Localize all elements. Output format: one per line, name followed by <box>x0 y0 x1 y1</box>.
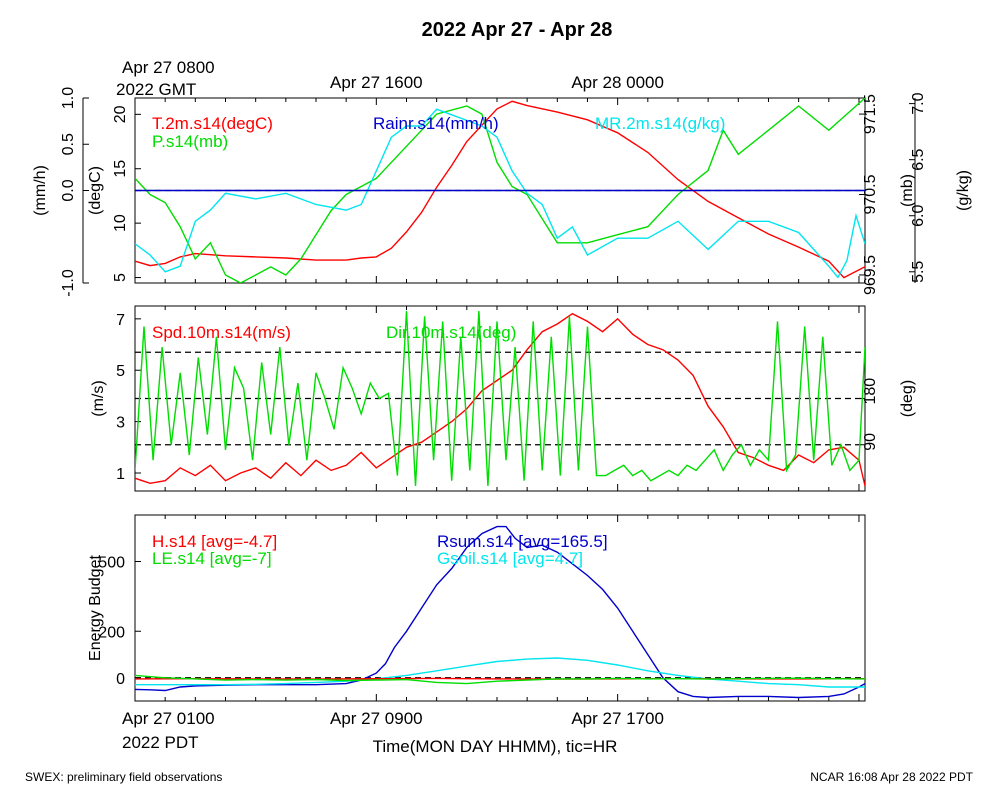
y-axis-title-top-left_outer: (mm/h) <box>32 165 49 216</box>
y-tick-label-bottom-left: 200 <box>98 624 125 641</box>
series-line-p-s14-mb- <box>135 98 865 283</box>
y-tick-label-top-right_outer: 6.0 <box>910 205 927 227</box>
y-tick-label-bottom-left: 500 <box>98 555 125 572</box>
y-tick-label-top-right_inner: 969.5 <box>862 255 879 295</box>
y-tick-label-middle-left: 5 <box>116 363 125 380</box>
bottom-axis-tick-sublabel: 2022 PDT <box>122 733 199 752</box>
y-tick-label-top-right_outer: 6.5 <box>910 148 927 170</box>
legend-entry-top-2: Rainr.s14(mm/h) <box>373 114 499 133</box>
series-line-gsoil-s14 <box>135 657 865 688</box>
panel-frame-bottom <box>134 514 866 702</box>
footer-right: NCAR 16:08 Apr 28 2022 PDT <box>810 770 973 784</box>
y-tick-label-top-left_outer: -1.0 <box>60 269 77 297</box>
top-axis-tick-label: Apr 27 0800 <box>122 58 215 77</box>
bottom-time-axis: Apr 27 0100 2022 PDT Apr 27 0900 Apr 27 170… <box>122 709 664 752</box>
legend-entry-top-1: P.s14(mb) <box>152 132 228 151</box>
y-axis-title-top-left_inner: (degC) <box>87 166 104 215</box>
y-tick-label-top-left_outer: 1.0 <box>60 87 77 109</box>
legend-entry-bottom-3: Gsoil.s14 [avg=4.7] <box>437 549 583 568</box>
y-tick-label-top-right_outer: 7.0 <box>910 92 927 114</box>
y-tick-label-top-left_inner: 5 <box>112 273 129 282</box>
legend-entry-bottom-0: H.s14 [avg=-4.7] <box>152 532 277 551</box>
series-line-dir-10m-s14-deg- <box>135 311 865 486</box>
y-tick-label-bottom-left: 0 <box>116 671 125 688</box>
y-axis-title-bottom-left: Energy Budget <box>87 555 104 661</box>
legend-entry-middle-0: Spd.10m.s14(m/s) <box>152 323 291 342</box>
legend-entry-bottom-1: LE.s14 [avg=-7] <box>152 549 272 568</box>
legend-entry-middle-1: Dir.10m.s14(deg) <box>386 323 516 342</box>
y-axis-title-middle-left: (m/s) <box>90 380 107 416</box>
y-tick-label-middle-right: 180 <box>862 378 879 405</box>
series-line-le-s14 <box>135 674 865 685</box>
bottom-axis-tick-label: Apr 27 1700 <box>571 709 664 728</box>
y-tick-label-top-right_inner: 971.5 <box>862 94 879 134</box>
y-axis-title-middle-right: (deg) <box>899 380 916 417</box>
y-tick-label-top-left_inner: 20 <box>112 105 129 123</box>
top-axis-tick-sublabel: 2022 GMT <box>116 80 196 99</box>
y-tick-label-top-right_outer: 5.5 <box>910 261 927 283</box>
legend-entry-top-3: MR.2m.s14(g/kg) <box>595 114 725 133</box>
series-group-top <box>135 98 865 283</box>
y-tick-label-top-right_inner: 970.5 <box>862 174 879 214</box>
series-line-mr-2m-s14-g-kg- <box>135 108 865 279</box>
y-tick-label-top-left_inner: 10 <box>112 214 129 232</box>
y-tick-label-middle-right: 90 <box>862 433 879 451</box>
y-tick-label-middle-left: 1 <box>116 466 125 483</box>
y-tick-label-top-left_outer: 0.5 <box>60 133 77 155</box>
y-axis-title-top-right_outer: (g/kg) <box>955 170 972 211</box>
series-group-middle <box>135 311 865 487</box>
top-axis-tick-label: Apr 27 1600 <box>330 73 423 92</box>
top-axis-tick-label: Apr 28 0000 <box>571 73 664 92</box>
y-tick-label-top-left_inner: 15 <box>112 160 129 178</box>
series-line-t-2m-s14-degc- <box>135 100 865 279</box>
bottom-axis-tick-label: Apr 27 0100 <box>122 709 215 728</box>
series-line-rsum-s14 <box>135 525 865 699</box>
bottom-axis-tick-label: Apr 27 0900 <box>330 709 423 728</box>
panel-middle-wind: 1 3 5 7 (m/s) 90 180 (deg) Spd.10m.s14(m/s) Dir.1… <box>90 305 916 492</box>
y-axis-title-top-right_inner: (mb) <box>899 174 916 207</box>
legend-entry-bottom-2: Rsum.s14 [avg=165.5] <box>437 532 608 551</box>
y-tick-label-top-left_outer: 0.0 <box>60 179 77 201</box>
y-tick-label-middle-left: 3 <box>116 415 125 432</box>
footer-left: SWEX: preliminary field observations <box>25 770 222 784</box>
panel-top-meteorology: -1.0 0.0 0.5 1.0 (mm/h) 5 10 15 20 (degC) 969.5 970… <box>32 87 972 297</box>
chart-title: 2022 Apr 27 - Apr 28 <box>422 19 613 41</box>
top-time-axis: Apr 27 0800 2022 GMT Apr 27 1600 Apr 28 000… <box>116 58 664 99</box>
y-tick-label-middle-left: 7 <box>116 312 125 329</box>
series-line-spd-10m-s14-m-s- <box>135 312 865 487</box>
series-group-bottom <box>135 525 865 699</box>
legend-entry-top-0: T.2m.s14(degC) <box>152 114 273 133</box>
x-axis-label: Time(MON DAY HHMM), tic=HR <box>373 737 618 756</box>
